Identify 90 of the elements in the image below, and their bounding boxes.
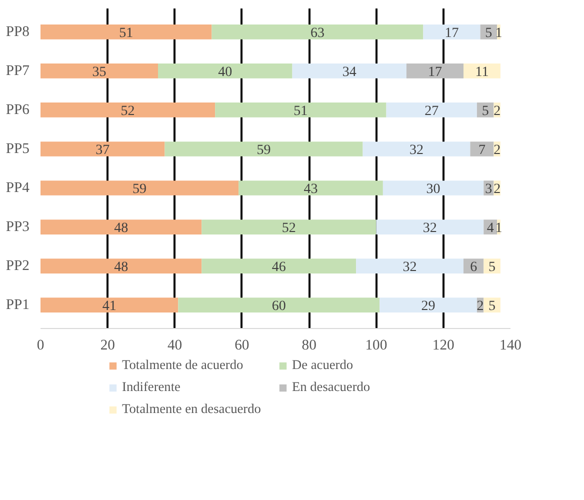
x-tick-label: 80	[302, 338, 316, 354]
bar	[238, 180, 383, 196]
bar	[484, 258, 500, 274]
data-label: 5	[488, 260, 496, 276]
data-label: 1	[495, 26, 502, 41]
x-tick-label: 120	[432, 338, 454, 354]
data-label: 1	[495, 221, 502, 236]
x-tick-label: 0	[36, 338, 44, 354]
data-label: 35	[92, 64, 106, 80]
data-label: 63	[310, 26, 324, 41]
bar	[158, 64, 292, 78]
data-label: 32	[422, 221, 437, 236]
data-label: 52	[120, 104, 135, 119]
data-label: 34	[342, 64, 356, 80]
data-label: 6	[470, 260, 478, 276]
data-label: 5	[482, 104, 489, 119]
y-tick-label: PP8	[6, 24, 30, 40]
data-label: 59	[132, 182, 147, 198]
y-tick-label: PP4	[6, 180, 30, 196]
data-label: 5	[485, 26, 492, 41]
data-label: 7	[478, 142, 486, 158]
data-label: 52	[282, 221, 296, 236]
bar	[164, 142, 363, 156]
bar	[40, 180, 239, 196]
y-tick-label: PP7	[6, 62, 30, 79]
x-tick-label: 100	[365, 338, 388, 354]
bar	[356, 258, 464, 274]
data-label: 51	[294, 104, 308, 119]
data-label: 2	[476, 299, 484, 314]
legend-label: Indiferente	[122, 379, 182, 395]
data-label: 59	[256, 142, 271, 158]
legend-label: Totalmente en desacuerdo	[122, 401, 262, 417]
bar	[380, 298, 477, 312]
legend-label: Totalmente de acuerdo	[122, 357, 244, 373]
y-tick-label: PP1	[6, 297, 30, 314]
data-label: 2	[494, 104, 501, 119]
bar	[362, 142, 470, 156]
bar	[202, 258, 356, 274]
bar	[40, 102, 216, 118]
bar	[178, 298, 380, 312]
data-label: 17	[428, 64, 442, 80]
bar	[464, 64, 500, 78]
x-tick-label: 60	[234, 338, 250, 354]
bar	[423, 24, 480, 40]
bar	[470, 142, 494, 156]
bar	[40, 258, 202, 274]
y-tick-label: PP3	[6, 219, 30, 236]
bar	[40, 220, 202, 234]
data-label: 41	[102, 299, 116, 314]
bar	[202, 220, 376, 234]
data-label: 32	[402, 260, 417, 276]
data-label: 51	[119, 26, 134, 41]
x-tick-label: 140	[500, 338, 522, 354]
bar	[40, 142, 165, 156]
data-label: 40	[218, 64, 232, 80]
data-label: 11	[475, 64, 489, 80]
data-label: 46	[272, 260, 286, 276]
bar	[212, 24, 424, 40]
bar	[292, 64, 406, 78]
bar	[40, 298, 178, 312]
data-label: 48	[114, 221, 128, 236]
data-label: 27	[424, 104, 439, 119]
data-label: 3	[485, 182, 492, 198]
bar	[215, 102, 386, 118]
legend-label: De acuerdo	[292, 357, 354, 373]
y-tick-label: PP6	[6, 102, 30, 118]
x-tick-label: 20	[100, 338, 115, 354]
data-label: 5	[488, 299, 496, 314]
data-label: 17	[444, 26, 459, 41]
y-tick-label: PP2	[6, 258, 30, 274]
bar	[40, 24, 212, 40]
x-tick-label: 40	[167, 338, 182, 354]
data-label: 48	[114, 260, 128, 276]
data-label: 2	[494, 182, 501, 198]
bar	[484, 298, 500, 312]
data-label: 2	[494, 142, 501, 158]
y-tick-label: PP5	[6, 140, 30, 157]
data-label: 43	[304, 182, 318, 198]
bar	[406, 64, 464, 78]
bar	[40, 64, 158, 78]
bar	[386, 102, 477, 118]
bar	[376, 220, 484, 234]
data-label: 32	[410, 142, 424, 158]
bar	[382, 180, 484, 196]
legend-label: En desacuerdo	[292, 379, 372, 395]
data-label: 37	[96, 142, 110, 158]
data-label: 30	[426, 182, 440, 198]
data-label: 4	[486, 221, 494, 236]
data-label: 60	[272, 299, 286, 314]
data-label: 29	[421, 299, 436, 314]
